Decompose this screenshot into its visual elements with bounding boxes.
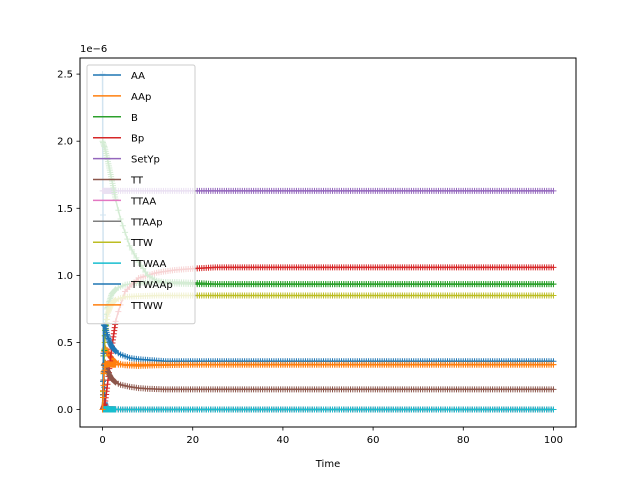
x-axis: 0 20 40 60 80 100 (99, 427, 563, 446)
legend-item: AAp (93, 92, 151, 103)
legend-item: TTW (93, 238, 153, 249)
data-point-marker (550, 292, 557, 299)
x-tick-label: 0 (99, 435, 105, 446)
data-point-marker (550, 264, 557, 271)
data-point-marker (112, 379, 119, 386)
legend-item: TT (93, 176, 144, 187)
legend-label: B (131, 113, 138, 124)
legend-label: TTWAAp (130, 280, 173, 291)
legend-item: TTAAp (93, 217, 163, 228)
data-point-marker (99, 394, 106, 401)
legend-label: TTWAA (130, 259, 167, 270)
series-layer (99, 71, 557, 413)
series-ttwaa (99, 406, 557, 413)
y-offset-label: 1e−6 (80, 44, 107, 55)
legend-label: TT (130, 176, 144, 187)
data-point-marker (550, 187, 557, 194)
data-point-marker (550, 361, 557, 368)
data-point-marker (99, 406, 106, 413)
x-tick-label: 60 (367, 435, 380, 446)
legend-label: SetYp (131, 155, 160, 166)
data-point-marker (550, 281, 557, 288)
y-axis: 0.0 0.5 1.0 1.5 2.0 2.5 (57, 70, 80, 416)
y-tick-label: 1.0 (57, 271, 73, 282)
x-tick-label: 100 (544, 435, 563, 446)
legend-item: SetYp (93, 155, 160, 166)
x-tick-label: 20 (186, 435, 199, 446)
legend-label: Bp (131, 134, 144, 145)
legend-label: TTAAp (130, 217, 163, 228)
series-ttww (99, 360, 557, 413)
legend-box (86, 64, 196, 325)
data-point-marker (101, 346, 108, 353)
legend-item: TTAA (93, 196, 156, 207)
data-point-marker (100, 350, 107, 357)
x-axis-title: Time (315, 459, 340, 470)
x-tick-label: 80 (457, 435, 470, 446)
data-point-marker (550, 386, 557, 393)
y-tick-label: 0.0 (57, 405, 73, 416)
y-tick-label: 1.5 (57, 204, 73, 215)
legend-item: Bp (93, 134, 144, 145)
legend: AA AAp B Bp SetYp TT TTAA TTAAp TTW TTWAA TTWAAp TT… (86, 64, 196, 325)
legend-label: AAp (131, 92, 151, 103)
x-tick-label: 40 (277, 435, 290, 446)
plot-frame (79, 57, 577, 428)
data-point-marker (550, 406, 557, 413)
legend-item: TTWAAp (93, 280, 173, 291)
legend-label: TTWW (130, 301, 163, 312)
data-point-marker (100, 382, 107, 389)
legend-item: AA (93, 71, 145, 82)
legend-label: AA (131, 71, 145, 82)
y-tick-label: 0.5 (57, 338, 73, 349)
legend-label: TTAA (130, 196, 156, 207)
legend-item: TTWW (93, 301, 163, 312)
y-tick-label: 2.5 (57, 70, 73, 81)
legend-label: TTW (130, 238, 153, 249)
y-tick-label: 2.0 (57, 137, 73, 148)
legend-item: TTWAA (93, 259, 167, 270)
legend-item: B (93, 113, 138, 124)
